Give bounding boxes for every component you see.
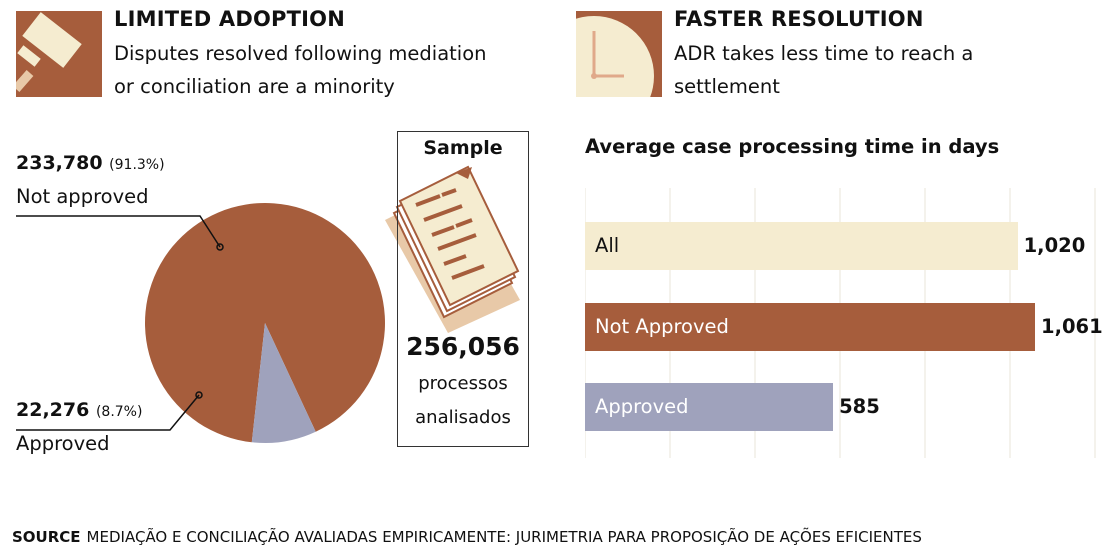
bar-approved: Approved	[585, 383, 834, 431]
approved-pct: (8.7%)	[95, 404, 143, 420]
pie-chart	[16, 203, 385, 443]
bar-chart-title: Average case processing time in days	[585, 135, 1000, 158]
documents-icon	[385, 165, 520, 333]
approved-value: 22,276	[16, 399, 90, 421]
sample-line2: analisados	[415, 407, 511, 428]
pie-slice-not-approved	[144, 203, 385, 443]
leader-line-approved	[16, 394, 200, 431]
source-label: SOURCE	[12, 528, 81, 546]
bar-value-all: 1,020	[1023, 234, 1086, 257]
left-section-title: LIMITED ADOPTION	[114, 7, 346, 31]
sample-number: 256,056	[406, 332, 520, 361]
clock-icon	[576, 11, 662, 97]
bar-value-approved: 585	[839, 395, 880, 418]
approved-label: Approved	[16, 432, 110, 455]
pie-slice-approved	[251, 323, 316, 443]
left-section-subtitle-line1: Disputes resolved following mediation	[114, 42, 487, 65]
leader-line-not-approved	[16, 215, 221, 248]
approved-value-group: 22,276 (8.7%)	[16, 399, 142, 421]
leader-dot-approved	[195, 391, 203, 399]
bar-label-all: All	[595, 234, 620, 257]
sample-box: Sample 256,056 processos analisados	[397, 131, 529, 447]
right-section-subtitle-line1: ADR takes less time to reach a	[674, 42, 974, 65]
right-section-title: FASTER RESOLUTION	[674, 7, 924, 31]
bar-value-not-approved: 1,061	[1041, 315, 1103, 338]
bar-all: All	[585, 222, 1018, 270]
source-text: MEDIAÇÃO E CONCILIAÇÃO AVALIADAS EMPIRIC…	[86, 528, 922, 546]
bar-not-approved: Not Approved	[585, 303, 1035, 351]
right-section-subtitle-line2: settlement	[674, 75, 780, 98]
sample-line1: processos	[418, 373, 508, 394]
gavel-icon	[16, 11, 102, 97]
not-approved-value: 233,780	[16, 152, 103, 174]
bar-label-approved: Approved	[595, 395, 689, 418]
source-line: SOURCE MEDIAÇÃO E CONCILIAÇÃO AVALIADAS E…	[12, 528, 922, 546]
left-section-subtitle-line2: or conciliation are a minority	[114, 75, 395, 98]
not-approved-pct: (91.3%)	[109, 157, 165, 173]
leader-dot-not-approved	[216, 243, 224, 251]
sample-title: Sample	[423, 137, 503, 159]
not-approved-value-group: 233,780 (91.3%)	[16, 152, 165, 174]
bar-label-not-approved: Not Approved	[595, 315, 729, 338]
not-approved-label: Not approved	[16, 185, 149, 208]
